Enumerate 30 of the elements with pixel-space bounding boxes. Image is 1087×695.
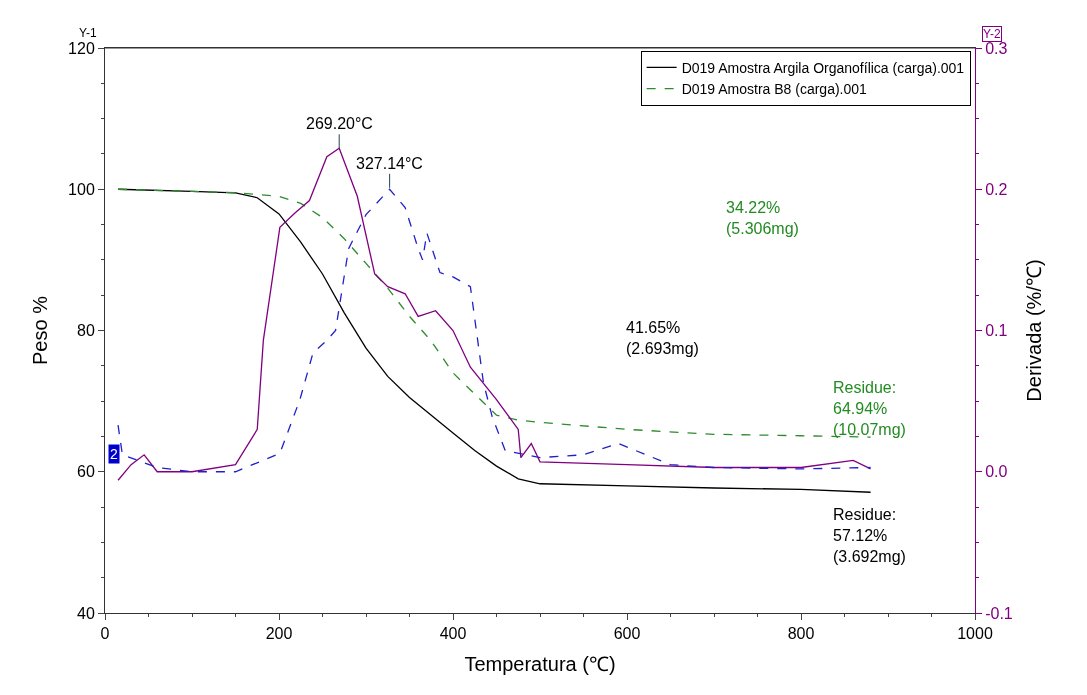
x-tick-label: 400 [439,625,467,643]
y-tick-label: 40 [77,604,95,622]
x-tick-label: 1000 [957,625,993,643]
y2-axis-title: Derivada (%/℃) [1023,259,1046,402]
x-axis-title: Temperatura (℃) [464,652,616,675]
y-tick-label: 80 [77,322,95,340]
y-tick-label: 120 [68,39,95,57]
x-tick-label: 800 [787,625,815,643]
y2-tick-label: 0.1 [985,322,1008,340]
y2-tick-label: 0.0 [985,463,1008,481]
y-tick-label: 60 [77,463,95,481]
y-axis-title: Peso % [28,295,51,365]
y-tick-label: 100 [68,180,95,198]
text: Y-1 [79,26,97,40]
legend-label: D019 Amostra B8 (carga).001 [681,81,868,98]
annotation: 34.22% (5.306mg) [726,199,799,237]
x-tick-label: 200 [265,625,293,643]
y2-tick-label: -0.1 [985,604,1013,622]
text: Y-2 [983,27,1001,41]
x-tick-label: 600 [613,625,641,643]
y2-tick-label: 0.2 [985,180,1008,198]
annotation: 327.14°C [356,155,423,172]
annotation: Residue: 57.12% (3.692mg) [833,506,906,565]
legend-label: D019 Amostra Argila Organofílica (carga).001 [681,59,965,76]
annotation: 2 [110,446,118,462]
y2-tick-label: 0.3 [985,39,1008,57]
annotation: Residue: 64.94% (10.07mg) [833,379,906,438]
x-tick-label: 0 [100,625,110,643]
annotation: 269.20°C [306,115,373,132]
annotation: 41.65% (2.693mg) [626,319,699,357]
